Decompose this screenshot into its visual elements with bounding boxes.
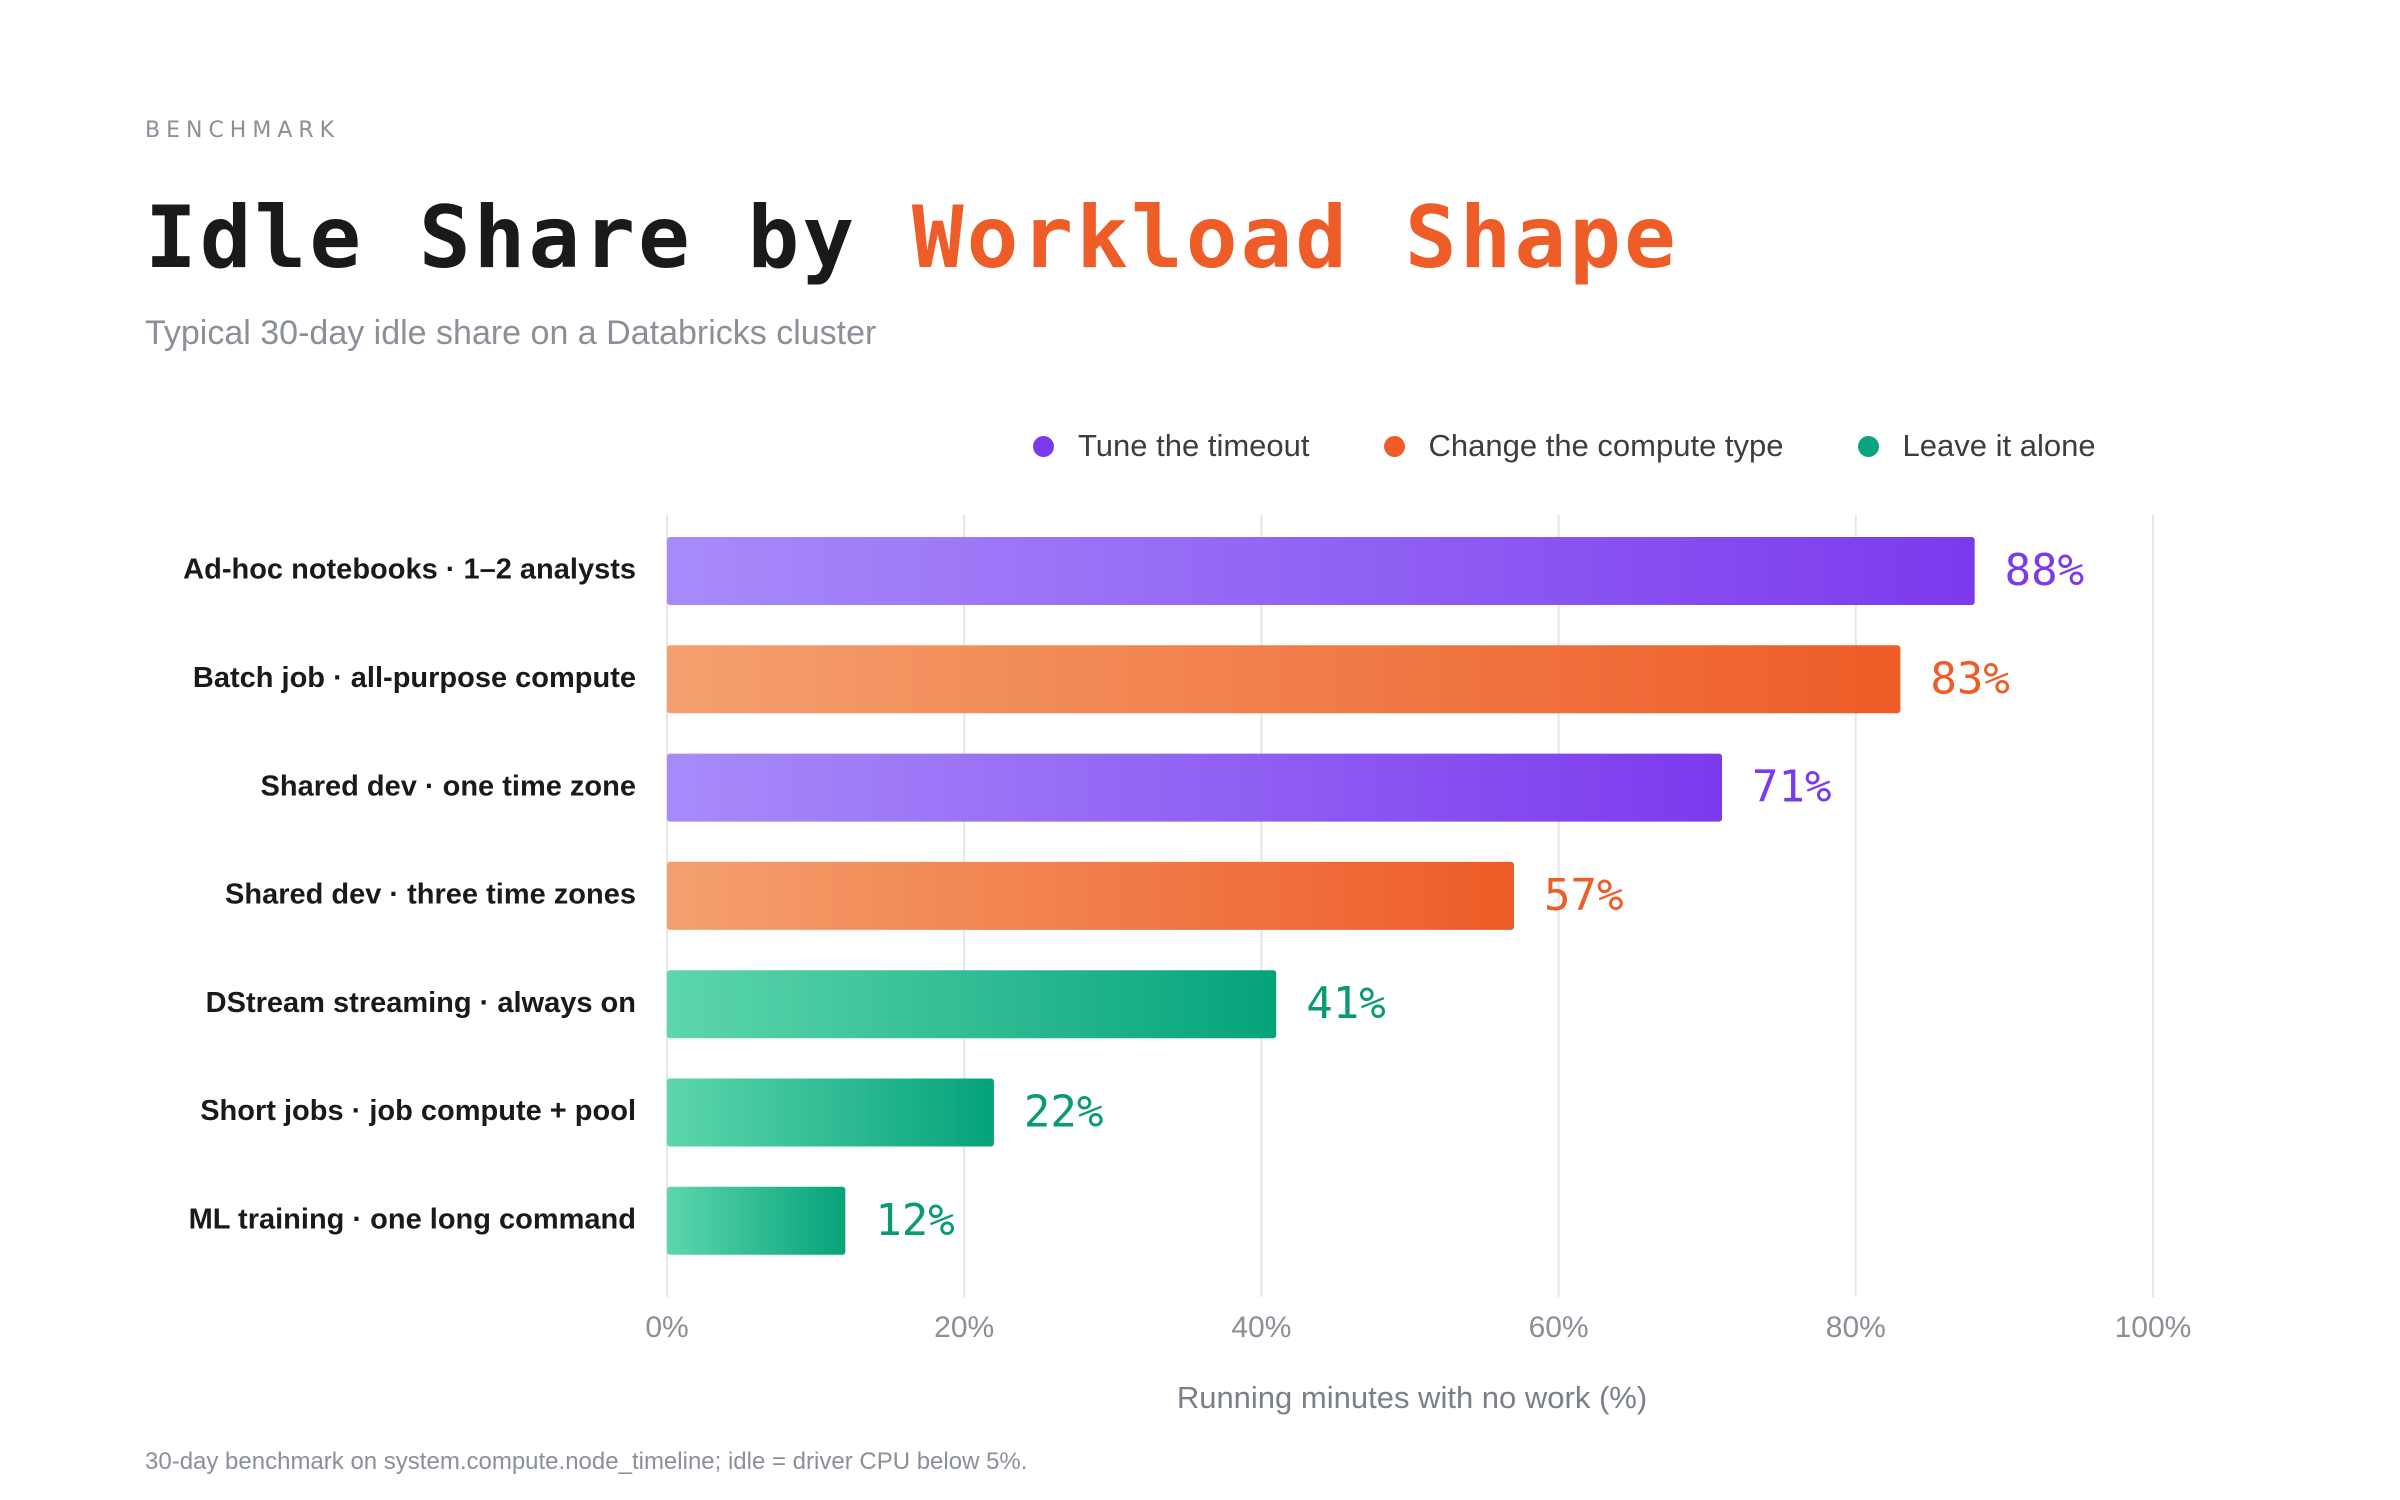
bar bbox=[667, 1186, 846, 1255]
page-subtitle: Typical 30-day idle share on a Databrick… bbox=[145, 314, 877, 352]
category-label: Shared dev · one time zone bbox=[261, 770, 636, 802]
legend-item-change-compute: Change the compute type bbox=[1383, 428, 1784, 464]
legend-label: Tune the timeout bbox=[1078, 428, 1310, 463]
x-tick-label: 80% bbox=[1826, 1311, 1886, 1344]
category-label: Shared dev · three time zones bbox=[225, 879, 636, 911]
eyebrow-label: BENCHMARK bbox=[145, 118, 341, 143]
chart-legend: Tune the timeout Change the compute type… bbox=[1033, 424, 2096, 468]
bar bbox=[667, 537, 1975, 605]
value-label: 57% bbox=[1544, 870, 1623, 921]
legend-item-leave-alone: Leave it alone bbox=[1857, 428, 2096, 464]
legend-label: Change the compute type bbox=[1428, 428, 1784, 463]
legend-dot-green-icon bbox=[1857, 435, 1879, 457]
title-part-primary: Idle Share by bbox=[145, 188, 912, 288]
value-label: 12% bbox=[875, 1195, 954, 1246]
x-tick-label: 40% bbox=[1231, 1311, 1291, 1344]
x-tick-label: 0% bbox=[645, 1311, 688, 1344]
title-part-accent: Workload Shape bbox=[911, 188, 1679, 288]
x-axis-title: Running minutes with no work (%) bbox=[1177, 1380, 1647, 1415]
axis-layer: 0% 20% 40% 60% 80% 100% Running minutes with n… bbox=[645, 1311, 2191, 1415]
value-label: 88% bbox=[2005, 545, 2084, 596]
value-label: 71% bbox=[1752, 762, 1831, 813]
page-title: Idle Share by Workload Shape bbox=[145, 188, 1679, 288]
bar bbox=[667, 1078, 994, 1147]
value-label: 22% bbox=[1024, 1087, 1103, 1138]
category-label: ML training · one long command bbox=[189, 1203, 636, 1235]
label-layer: Ad-hoc notebooks · 1–2 analysts 88% Batch … bbox=[183, 545, 2084, 1246]
bar bbox=[667, 645, 1901, 714]
bar-layer bbox=[667, 537, 1975, 1255]
bar bbox=[667, 861, 1515, 930]
footnote: 30-day benchmark on system.compute.node_… bbox=[145, 1448, 1028, 1475]
bar bbox=[667, 970, 1277, 1039]
value-label: 41% bbox=[1306, 978, 1385, 1029]
legend-dot-purple-icon bbox=[1033, 435, 1054, 457]
legend-label: Leave it alone bbox=[1902, 428, 2096, 463]
x-tick-label: 100% bbox=[2115, 1311, 2192, 1344]
legend-item-tune-timeout: Tune the timeout bbox=[1033, 428, 1310, 464]
category-label: Batch job · all-purpose compute bbox=[193, 662, 636, 694]
x-tick-label: 20% bbox=[934, 1311, 994, 1344]
category-label: Short jobs · job compute + pool bbox=[200, 1095, 636, 1127]
x-tick-label: 60% bbox=[1529, 1311, 1589, 1344]
bar bbox=[667, 753, 1723, 822]
category-label: DStream streaming · always on bbox=[206, 987, 636, 1019]
legend-dot-orange-icon bbox=[1383, 435, 1405, 457]
category-label: Ad-hoc notebooks · 1–2 analysts bbox=[183, 554, 636, 586]
value-label: 83% bbox=[1930, 653, 2009, 704]
